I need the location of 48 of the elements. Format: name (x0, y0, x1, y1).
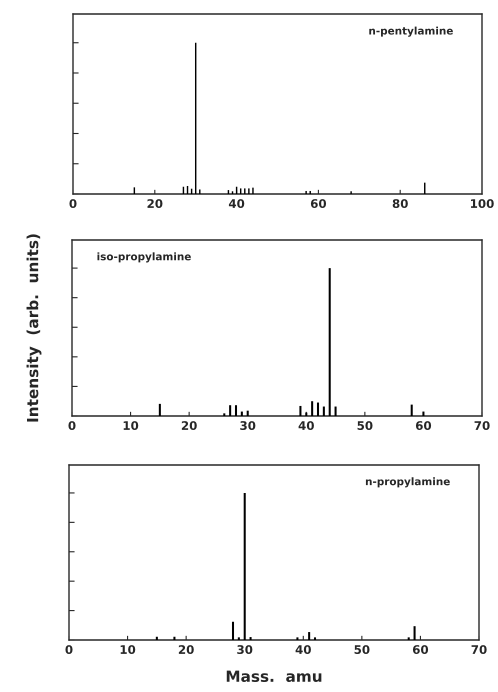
bar (308, 632, 310, 640)
x-tick-label: 0 (69, 199, 77, 208)
bar (410, 404, 413, 416)
bar (223, 413, 226, 416)
x-tick-label: 70 (474, 421, 490, 430)
bar (322, 406, 325, 416)
x-tick-label: 60 (416, 421, 432, 430)
bar (296, 637, 298, 640)
bar (240, 412, 243, 416)
chart-title: iso-propylamine (97, 252, 191, 262)
x-tick-label: 40 (228, 199, 244, 208)
bar (229, 405, 232, 416)
x-tick-label: 80 (392, 199, 408, 208)
bar (244, 492, 246, 640)
x-tick-label: 30 (240, 421, 256, 430)
x-tick-label: 0 (65, 645, 73, 654)
x-axis-title: Mass. amu (226, 670, 322, 682)
x-tick-label: 10 (124, 421, 138, 430)
bar (234, 405, 238, 416)
bar (299, 406, 302, 416)
bar (414, 626, 416, 640)
bar (311, 401, 314, 416)
x-tick-label: 0 (68, 421, 76, 430)
y-axis-title: Intensity (arb. units) (26, 234, 42, 422)
x-tick-label: 30 (237, 645, 252, 654)
x-tick-label: 40 (298, 421, 314, 430)
x-tick-label: 60 (310, 199, 326, 208)
bar (408, 637, 410, 640)
bar (316, 402, 320, 416)
x-tick-label: 10 (120, 645, 136, 654)
chart-title: n-pentylamine (369, 26, 453, 37)
bar (250, 637, 252, 640)
x-tick-label: 50 (358, 421, 373, 430)
x-tick-label: 20 (148, 199, 162, 208)
chart-title: n-propylamine (366, 477, 450, 488)
bar (158, 404, 161, 416)
x-tick-label: 100 (471, 199, 494, 208)
x-tick-label: 60 (412, 645, 428, 654)
x-tick-label: 40 (296, 645, 311, 654)
bar (314, 637, 316, 640)
bar (328, 268, 331, 416)
bar (238, 637, 240, 640)
bar (232, 622, 234, 640)
x-tick-label: 20 (178, 645, 194, 654)
x-tick-label: 20 (182, 421, 197, 430)
x-tick-label: 70 (472, 645, 487, 654)
x-tick-label: 50 (354, 645, 370, 654)
bar (334, 406, 337, 416)
